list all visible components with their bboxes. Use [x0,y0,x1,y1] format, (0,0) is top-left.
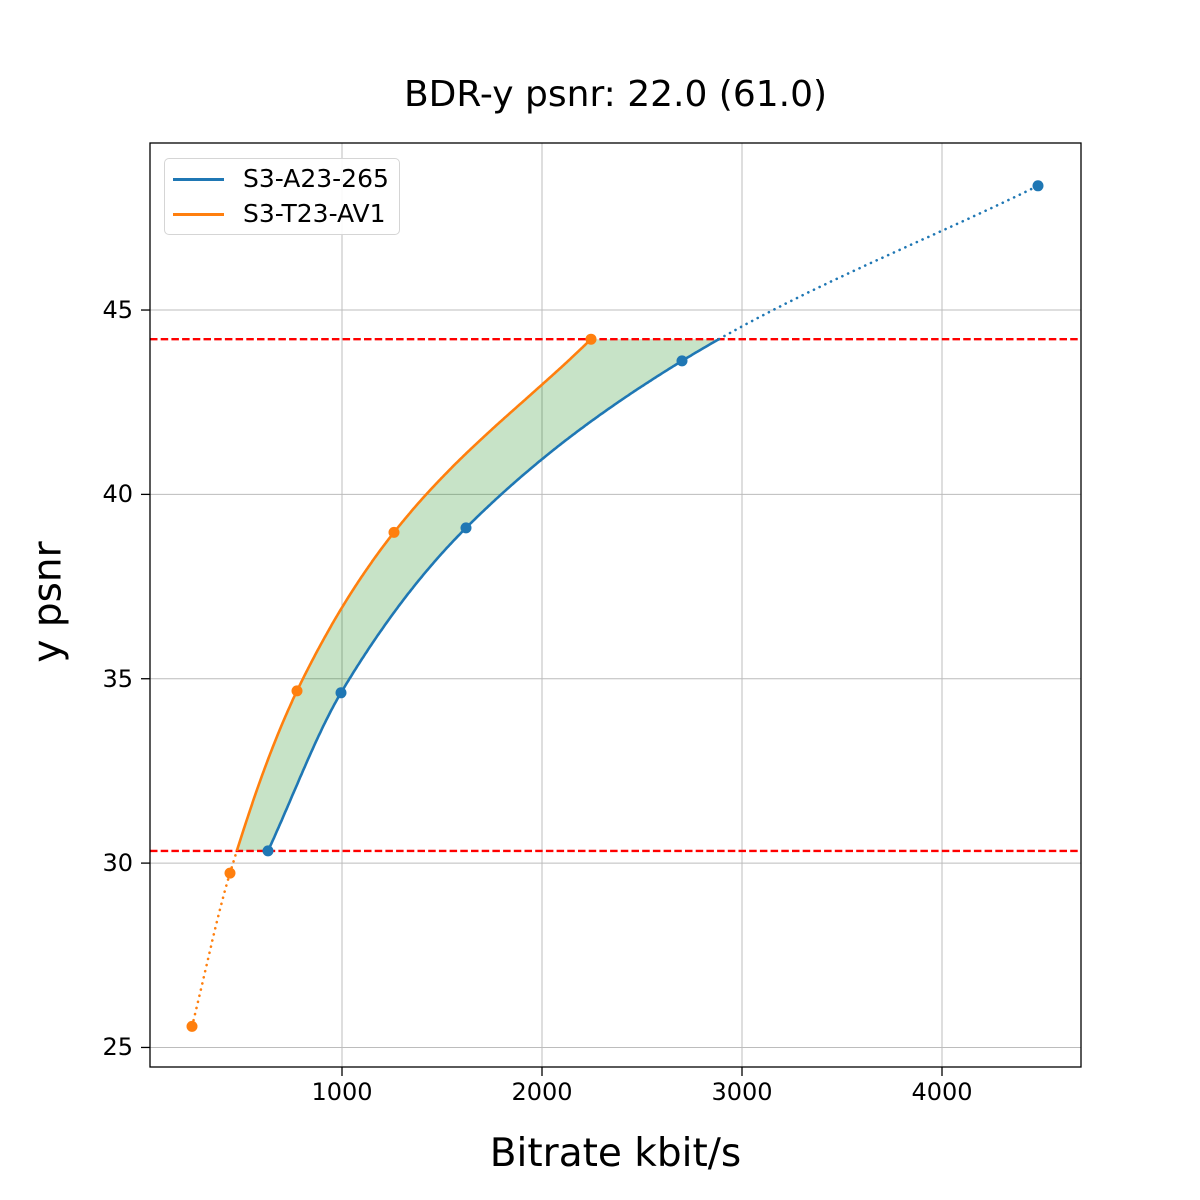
xtick-label: 2000 [511,1078,573,1106]
legend-line-sample-icon [173,177,224,181]
legend-item-s3-t23-av1: S3-T23-AV1 [173,200,399,228]
data-point-S3-T23-AV1 [388,526,400,538]
data-point-S3-T23-AV1 [291,685,303,697]
ytick-label: 45 [102,296,133,325]
xtick-label: 3000 [711,1078,773,1106]
ytick-label: 40 [102,480,133,509]
y-axis-label: y psnr [25,541,71,663]
x-axis-label: Bitrate kbit/s [489,1131,742,1176]
legend-label: S3-T23-AV1 [243,199,386,228]
ytick-label: 25 [102,1033,133,1062]
data-point-S3-T23-AV1 [585,333,597,345]
data-point-S3-T23-AV1 [186,1020,198,1032]
ytick-label: 30 [102,849,133,878]
curve-dotted-S3-A23-265 [717,184,1040,341]
legend-label: S3-A23-265 [243,164,389,193]
legend-line-sample-icon [173,212,224,216]
data-point-S3-A23-265 [262,845,274,857]
xtick-label: 1000 [311,1078,373,1106]
chart-title: BDR-y psnr: 22.0 (61.0) [403,74,828,115]
data-point-S3-A23-265 [1032,180,1044,192]
data-point-S3-A23-265 [335,687,347,699]
legend-item-s3-a23-265: S3-A23-265 [173,165,399,193]
legend: S3-A23-265 S3-T23-AV1 [164,158,400,235]
bd-area-fill [236,339,720,851]
plot-border [149,142,1082,1068]
curve-solid-S3-A23-265 [266,338,720,852]
data-point-S3-T23-AV1 [224,867,236,879]
data-point-S3-A23-265 [676,355,688,367]
data-point-S3-A23-265 [460,522,472,534]
ytick-label: 35 [102,664,133,693]
xtick-label: 4000 [911,1078,973,1106]
